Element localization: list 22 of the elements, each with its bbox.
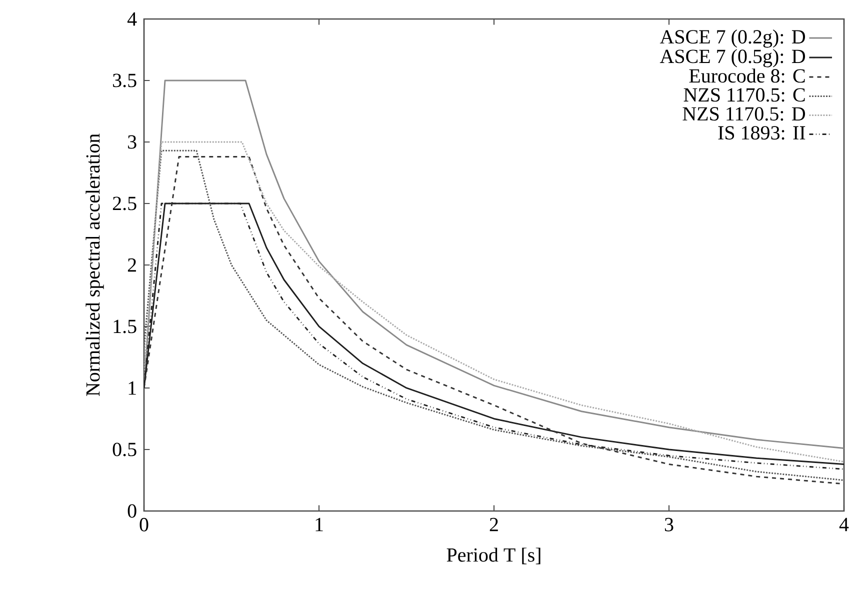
y-axis-title: Normalized spectral acceleration: [86, 134, 104, 396]
x-tick-label: 3: [664, 518, 674, 532]
y-tick-label: 0: [128, 504, 136, 518]
x-tick-label: 4: [839, 518, 849, 532]
y-tick-label: 3.5: [113, 74, 136, 88]
y-tick-label: 3: [128, 135, 136, 149]
y-tick-label: 2.5: [112, 196, 136, 210]
y-tick-label: 2: [128, 258, 136, 272]
y-tick-label: 1: [128, 381, 136, 395]
x-axis-title: Period T [s]: [446, 548, 540, 564]
x-tick-label: 2: [490, 518, 498, 532]
legend-label: NZS 1170.5: C: [684, 88, 805, 102]
x-tick-label: 1: [316, 518, 323, 532]
y-tick-label: 1.5: [114, 320, 136, 334]
legend-label: ASCE 7 (0.5g): D: [660, 49, 806, 68]
x-tick-label: 0: [140, 518, 148, 532]
legend-label: IS 1893: II: [718, 126, 806, 140]
legend-label: NZS 1170.5: D: [682, 107, 806, 121]
legend-label: Eurocode 8: C: [689, 68, 805, 83]
y-tick-label: 0.5: [112, 442, 136, 456]
y-tick-label: 4: [127, 12, 137, 26]
legend-label: ASCE 7 (0.2g): D: [660, 30, 806, 48]
